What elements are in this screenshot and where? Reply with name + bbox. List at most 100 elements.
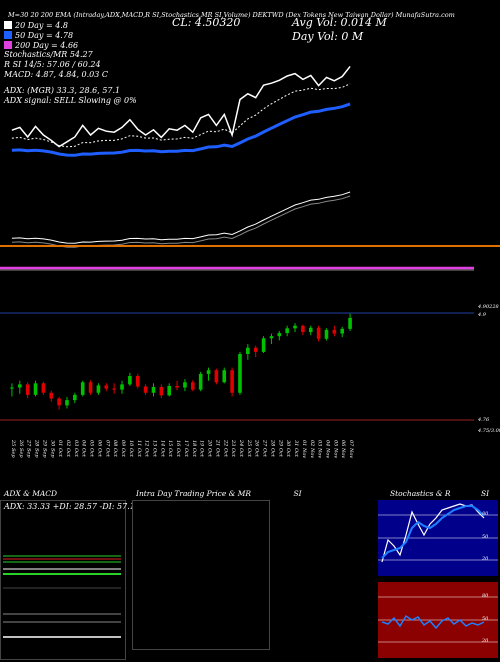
legend-ema20: 20 Day = 4.8 xyxy=(4,20,137,30)
candle-body xyxy=(25,384,30,395)
candle-body xyxy=(33,383,38,395)
candle-body xyxy=(96,385,101,393)
candle-body xyxy=(183,382,187,388)
candle-body xyxy=(285,328,289,334)
rsi-tick-50: 50 xyxy=(482,616,489,622)
stoch-title-text: Stochastics & R xyxy=(390,489,451,498)
date-tick-label: 06 Oct xyxy=(96,440,102,458)
price-label-top: 4.90228 xyxy=(477,304,499,310)
avg-vol: Avg Vol: 0.014 M xyxy=(292,16,387,29)
date-tick-label: 06 Nov xyxy=(340,440,346,458)
date-tick-label: 13 Oct xyxy=(151,440,157,458)
date-tick-label: 11 Oct xyxy=(136,440,142,458)
rsi-tick-20: 20 xyxy=(481,638,489,644)
date-tick-label: 18 Oct xyxy=(191,440,197,458)
stoch-tick-50: 50 xyxy=(482,534,489,540)
candle-body xyxy=(80,382,85,395)
candle-body xyxy=(151,387,156,393)
date-tick-label: 30 Oct xyxy=(285,440,291,458)
date-tick-label: 30 Sep xyxy=(49,440,55,458)
main-chart: 4.90228 4.9 4.76 4.75/3.08 25 Sep 26 Sep 27 Se… xyxy=(0,65,500,458)
rsi-tick-80: 80 xyxy=(482,593,489,599)
date-tick-label: 26 Oct xyxy=(254,439,260,458)
candle-body xyxy=(269,336,274,339)
day-vol: Day Vol: 0 M xyxy=(292,30,364,43)
price-line xyxy=(11,65,351,148)
date-tick-label: 07 Oct xyxy=(104,440,110,458)
candle-body xyxy=(57,398,61,406)
candle-body xyxy=(17,384,22,388)
candle-body xyxy=(190,382,195,390)
stoch-panel-title: Stochastics & R SI xyxy=(390,489,489,498)
header-strip: M=30 20 200 EMA (Intraday,ADX,MACD,R SI,… xyxy=(8,11,455,19)
date-tick-label: 15 Oct xyxy=(167,440,173,458)
date-tick-label: 24 Oct xyxy=(238,439,244,458)
candle-body xyxy=(222,370,227,383)
date-tick-label: 29 Oct xyxy=(277,439,283,458)
macd-line: MACD: 4.87, 4.84, 0.03 C xyxy=(4,70,109,79)
candle-body xyxy=(73,394,77,401)
price-label-p1: 4.9 xyxy=(477,312,487,318)
candle-body xyxy=(198,373,203,390)
date-tick-label: 22 Oct xyxy=(222,439,228,458)
ema50-line xyxy=(11,102,351,157)
intra-suffix: SI xyxy=(293,489,302,498)
date-tick-label: 05 Nov xyxy=(332,440,338,458)
candle-body xyxy=(348,317,352,329)
adx-signal: ADX signal: SELL Slowing @ 0% xyxy=(4,96,137,105)
date-tick-label: 21 Oct xyxy=(214,439,220,458)
date-tick-label: 03 Oct xyxy=(73,440,79,458)
date-tick-label: 01 Nov xyxy=(301,440,307,458)
date-tick-label: 19 Oct xyxy=(199,440,205,458)
date-tick-label: 25 Oct xyxy=(246,439,252,458)
date-tick-label: 02 Oct xyxy=(65,440,71,458)
candle-body xyxy=(293,325,297,329)
date-tick-label: 17 Oct xyxy=(183,440,189,458)
date-tick-label: 28 Sep xyxy=(34,439,40,458)
legend-ema200: 200 Day = 4.66 xyxy=(4,40,137,50)
ema-band-upper xyxy=(11,191,351,244)
candle-body xyxy=(308,327,313,332)
date-tick-label: 27 Oct xyxy=(262,439,268,458)
candle-body xyxy=(167,385,172,396)
candle-body xyxy=(120,384,124,390)
candle-body xyxy=(246,347,250,354)
date-tick-label: 04 Nov xyxy=(324,440,330,458)
ema-band-lower xyxy=(11,195,351,248)
date-tick-label: 14 Oct xyxy=(159,440,165,458)
candle-layer xyxy=(10,313,352,410)
ema-layer xyxy=(0,65,500,271)
legend-ema50: 50 Day = 4.78 xyxy=(4,30,137,40)
candle-body xyxy=(332,329,337,334)
date-tick-label: 04 Oct xyxy=(81,440,87,458)
candle-body xyxy=(206,370,211,374)
stoch-d xyxy=(381,505,485,559)
date-tick-label: 20 Oct xyxy=(207,439,213,458)
adx-panel-title: ADX & MACD xyxy=(4,489,58,498)
candle-body xyxy=(324,329,329,339)
date-tick-label: 31 Oct xyxy=(293,440,299,458)
adx-panel: ADX: 33.33 +DI: 28.57 -DI: 57.14 xyxy=(0,500,140,660)
date-tick-label: 29 Sep xyxy=(41,439,47,458)
candle-body xyxy=(143,386,148,393)
candle-body xyxy=(238,354,242,393)
candle-body xyxy=(112,388,116,390)
candle-body xyxy=(10,387,14,389)
stoch-suffix: SI xyxy=(480,489,490,498)
stoch-rsi-plot: 80 50 20 80 50 20 xyxy=(378,500,498,658)
date-tick-label: 08 Oct xyxy=(112,440,118,458)
stoch-tick-80: 80 xyxy=(482,511,489,517)
stoch-line: Stochastics/MR 54.27 xyxy=(4,50,93,59)
date-tick-label: 12 Oct xyxy=(144,440,150,458)
adx-values: ADX: 33.33 +DI: 28.57 -DI: 57.14 xyxy=(4,502,140,511)
candle-body xyxy=(49,392,54,399)
rsi-line xyxy=(381,614,485,630)
candle-body xyxy=(277,333,282,337)
date-tick-label: 09 Oct xyxy=(120,440,126,458)
close-label: CL: 4.50320 xyxy=(172,16,241,29)
ema50-swatch xyxy=(4,31,12,39)
adx-line: ADX: (MGR) 33.3, 28.6, 57.1 xyxy=(4,86,121,95)
ema200-swatch xyxy=(4,41,12,49)
candle-body xyxy=(340,328,345,334)
candle-body xyxy=(88,382,93,393)
